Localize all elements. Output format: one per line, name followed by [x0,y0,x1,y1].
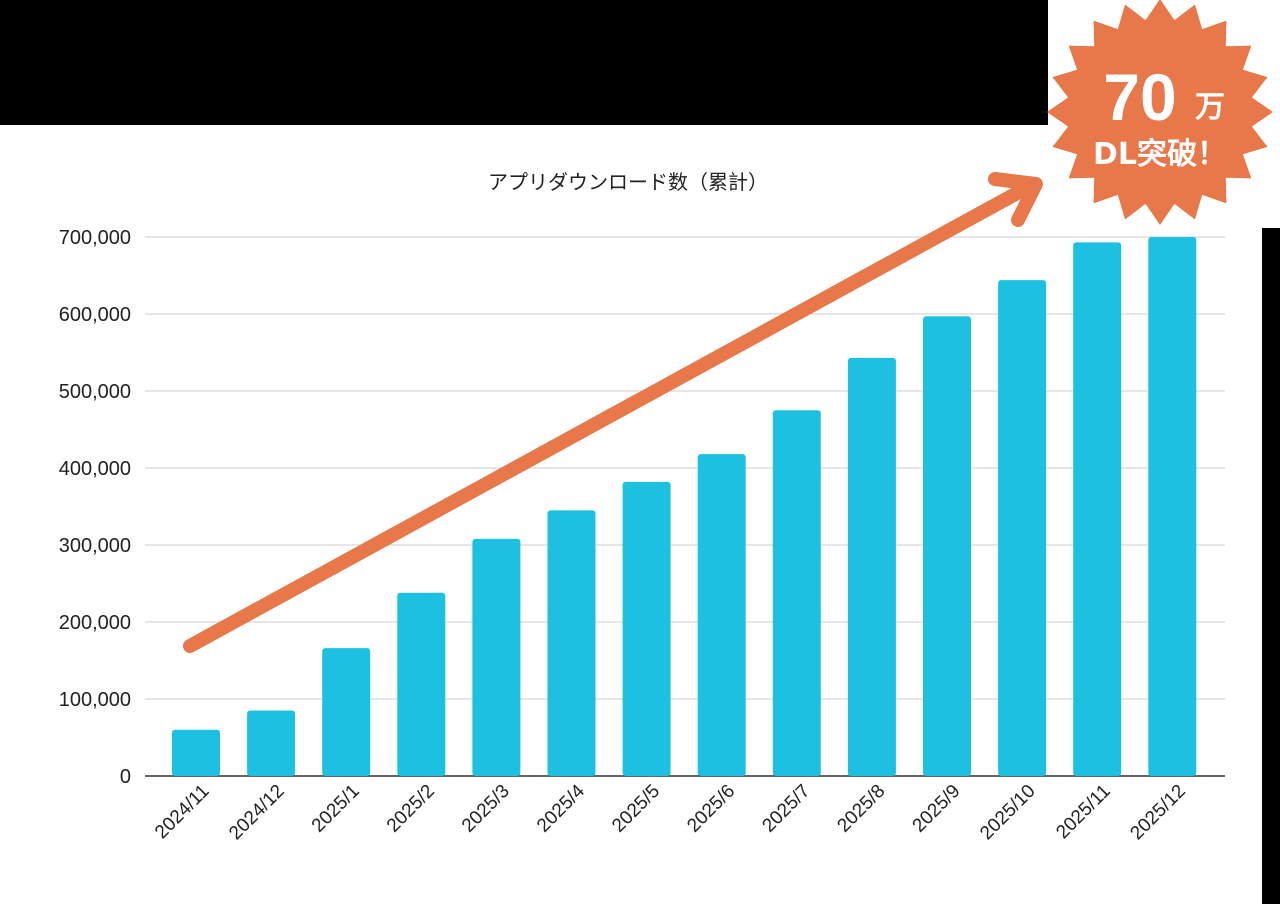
bar-2025/3 [472,538,521,776]
badge-number: 70 [1103,60,1176,134]
right-edge-band [1262,228,1280,904]
chart-title: アプリダウンロード数（累計） [488,170,768,194]
y-tick-label: 400,000 [59,458,131,480]
x-tick-label: 2025/12 [1126,781,1189,844]
y-tick-label: 200,000 [59,612,131,634]
bar-2025/11 [1073,242,1122,776]
bar-2025/2 [397,592,446,776]
y-tick-label: 700,000 [59,227,131,249]
x-tick-label: 2025/5 [608,781,664,837]
bar-2025/7 [772,410,821,776]
bar-2024/11 [172,729,220,776]
x-tick-label: 2024/12 [225,781,288,844]
bar-2025/10 [998,280,1047,776]
bar-2025/5 [622,481,671,776]
bar-2025/9 [923,316,971,776]
arrow-head-icon [988,172,1043,227]
badge-unit: 万 [1195,90,1225,125]
bar-2025/12 [1148,237,1197,776]
x-tick-label: 2024/11 [151,781,213,843]
x-tick-label: 2025/10 [976,781,1039,844]
bar-2024/12 [247,710,296,776]
y-tick-label: 600,000 [59,304,131,326]
badge-text: DL突破！ [1093,137,1227,172]
growth-arrow [183,172,1043,653]
milestone-badge: 70 万 DL突破！ [1047,0,1273,225]
y-tick-label: 100,000 [59,689,131,711]
top-banner [0,0,1048,125]
x-tick-label: 2025/3 [458,781,514,837]
x-tick-label: 2025/1 [308,781,364,837]
starburst-icon [1047,0,1273,225]
arrow-shaft [183,179,1037,653]
x-tick-label: 2025/4 [533,780,589,836]
y-tick-label: 0 [120,766,131,788]
bar-2025/6 [697,454,746,776]
x-tick-label: 2025/8 [833,781,889,837]
x-tick-label: 2025/7 [758,781,814,837]
x-tick-label: 2025/9 [909,781,965,837]
bar-2025/4 [547,510,596,776]
x-tick-label: 2025/11 [1052,781,1114,843]
bar-2025/8 [847,357,896,776]
y-tick-label: 500,000 [59,381,131,403]
x-tick-label: 2025/2 [383,781,439,837]
y-tick-label: 300,000 [59,535,131,557]
x-tick-label: 2025/6 [683,781,739,837]
bar-2025/1 [322,648,371,776]
